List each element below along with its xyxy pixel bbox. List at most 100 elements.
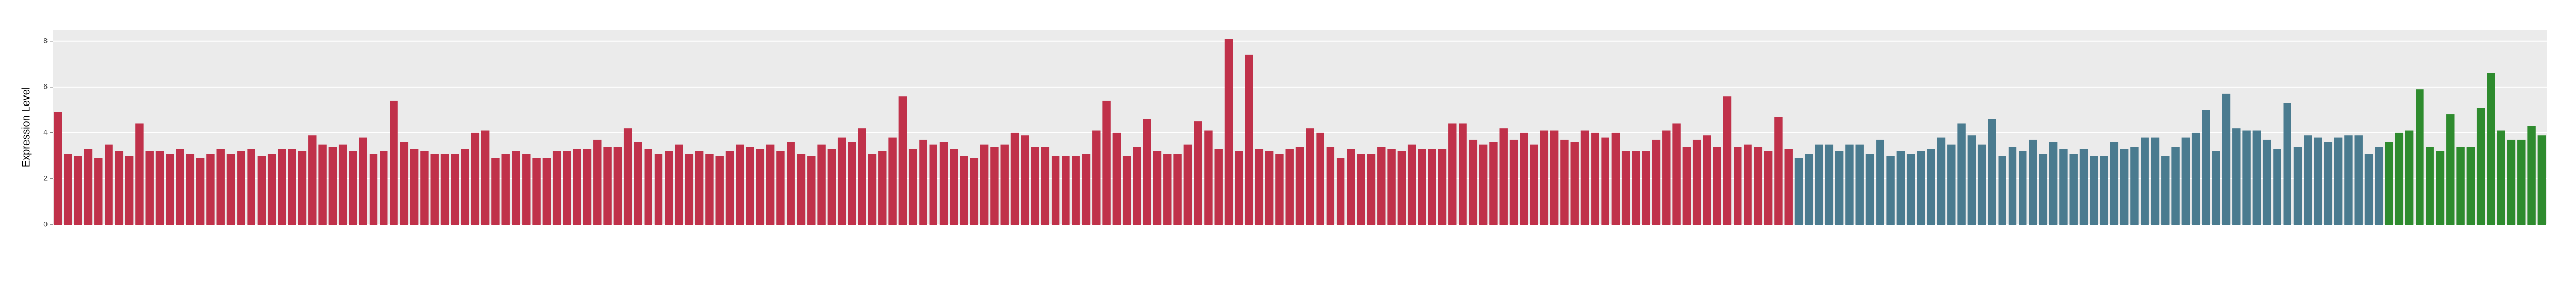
bar [1621,151,1630,225]
bar [267,154,276,225]
bar [2324,142,2333,225]
bar [613,147,622,225]
bar [807,156,816,225]
bar [695,151,704,225]
bar [1306,128,1314,225]
bar [1285,149,1294,225]
bar [145,151,154,225]
bar [1357,154,1365,225]
bar [1682,147,1691,225]
bar [1764,151,1773,225]
bar [1825,144,1834,225]
bar [1876,139,1884,225]
bar [685,154,694,225]
bar [1387,149,1396,225]
bar [1112,132,1121,225]
bar [186,154,195,225]
bar [2242,130,2251,225]
bar [2222,93,2231,225]
bar [430,154,439,225]
y-tick-label: 4 [43,128,48,137]
bar [1794,158,1803,225]
bar [2283,103,2291,225]
bar [94,158,103,225]
bar [359,137,367,225]
bar [1957,123,1966,225]
bar [1163,154,1172,225]
bar [1183,144,1192,225]
bar [990,147,999,225]
bar [2120,149,2129,225]
bar [522,154,531,225]
bar [623,128,632,225]
bar [1173,154,1182,225]
bar [512,151,520,225]
bar [2130,147,2139,225]
bar [1245,54,1253,225]
bar [1998,156,2006,225]
bar [1509,139,1518,225]
bar [837,137,846,225]
bar [1336,158,1345,225]
bar [827,149,836,225]
bar [298,151,307,225]
bar [2537,135,2546,225]
bar [1459,123,1467,225]
bar [1235,151,1243,225]
bar [2141,137,2149,225]
bar [1072,156,1080,225]
bar [1255,149,1264,225]
bar [2090,156,2098,225]
bar [1754,147,1763,225]
bar [1397,151,1406,225]
bar [1448,123,1457,225]
bar [1937,137,1946,225]
bar [2049,142,2058,225]
bar [1744,144,1752,225]
bar [2354,135,2363,225]
bar [2232,128,2241,225]
bar [115,151,124,225]
bar [654,154,663,225]
bar [1805,154,1813,225]
bar [980,144,989,225]
bar [2466,147,2475,225]
bar [1906,154,1915,225]
bar [2487,73,2495,225]
bar [226,154,235,225]
bar [440,154,449,225]
bar [1224,39,1233,225]
y-tick-label: 2 [43,174,48,183]
bar [1967,135,1976,225]
bar [74,156,82,225]
bar [1713,147,1721,225]
bar [481,130,490,225]
bar [960,156,968,225]
bar [1214,149,1223,225]
bar [380,151,388,225]
bar [64,154,72,225]
bar [2416,89,2424,225]
bar [1082,154,1091,225]
bar [2029,139,2037,225]
bar [552,151,561,225]
bar [1947,144,1956,225]
bar [1692,139,1701,225]
bar [563,151,571,225]
bar [105,144,113,225]
bar [1122,156,1131,225]
bar [868,154,877,225]
bar [2456,147,2465,225]
bar [848,142,856,225]
bar [257,156,266,225]
bar [1367,154,1376,225]
bar [1295,147,1304,225]
bar [501,154,510,225]
bar [736,144,744,225]
bar [1642,151,1650,225]
bar [1886,156,1895,225]
bar [318,144,327,225]
bar [1601,137,1609,225]
bar [1917,151,1925,225]
